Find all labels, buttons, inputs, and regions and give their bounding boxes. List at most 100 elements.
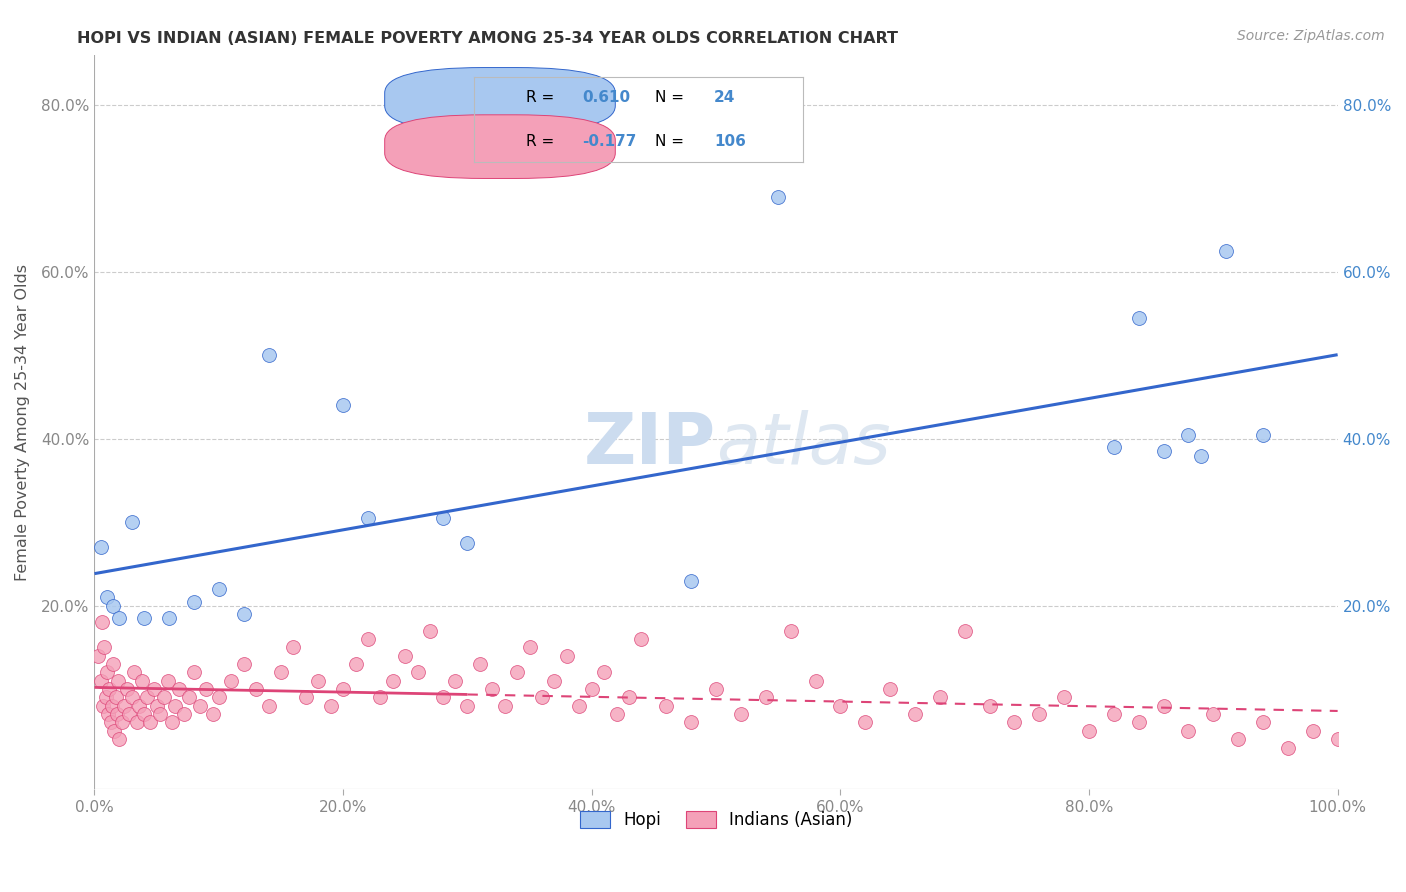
Point [97, 707, 120, 722]
Point [468, 657, 491, 671]
Point [208, 690, 231, 705]
Point [617, 690, 640, 705]
Point [183, 594, 205, 608]
Point [188, 698, 211, 713]
Point [928, 690, 950, 705]
Point [655, 698, 678, 713]
Point [755, 690, 778, 705]
Point [103, 723, 125, 738]
Point [105, 707, 128, 722]
Point [108, 611, 131, 625]
Point [432, 511, 454, 525]
Point [1128, 310, 1150, 325]
Point [1002, 715, 1025, 730]
Point [307, 673, 329, 688]
Point [381, 673, 404, 688]
Point [1177, 723, 1199, 738]
Point [779, 624, 801, 638]
Point [91, 698, 114, 713]
Point [1227, 732, 1250, 747]
Legend: Hopi, Indians (Asian): Hopi, Indians (Asian) [574, 805, 859, 836]
Point [1102, 440, 1125, 454]
Point [139, 715, 162, 730]
Point [456, 698, 478, 713]
Point [134, 707, 156, 722]
Point [112, 698, 135, 713]
Point [98, 682, 121, 697]
Point [1102, 707, 1125, 722]
Point [581, 682, 603, 697]
Point [1053, 690, 1076, 705]
Point [1189, 449, 1212, 463]
Point [101, 657, 124, 671]
Point [93, 640, 115, 655]
Point [270, 665, 292, 680]
Point [1128, 715, 1150, 730]
Y-axis label: Female Poverty Among 25-34 Year Olds: Female Poverty Among 25-34 Year Olds [15, 264, 30, 581]
Point [101, 599, 124, 613]
Point [681, 715, 703, 730]
Point [257, 698, 280, 713]
Point [118, 707, 141, 722]
Point [90, 541, 112, 555]
Point [494, 698, 516, 713]
Point [134, 611, 156, 625]
Point [104, 690, 127, 705]
Point [195, 682, 218, 697]
Point [115, 682, 138, 697]
Point [1277, 740, 1299, 755]
Point [165, 698, 187, 713]
Point [128, 698, 150, 713]
Point [111, 715, 134, 730]
Point [357, 632, 380, 646]
Point [606, 707, 628, 722]
Point [157, 611, 180, 625]
Point [419, 624, 441, 638]
Point [1215, 244, 1237, 259]
Point [122, 665, 145, 680]
Point [201, 707, 224, 722]
Point [90, 615, 112, 630]
Point [506, 665, 529, 680]
Point [173, 707, 195, 722]
Point [730, 707, 752, 722]
Point [90, 673, 112, 688]
Point [1078, 723, 1101, 738]
Point [593, 665, 616, 680]
Point [96, 665, 118, 680]
Point [1028, 707, 1050, 722]
Point [555, 648, 578, 663]
Point [107, 673, 129, 688]
Point [681, 574, 703, 588]
Point [406, 665, 429, 680]
Point [953, 624, 976, 638]
Point [879, 682, 901, 697]
Point [167, 682, 190, 697]
Point [1302, 723, 1324, 738]
Point [94, 690, 117, 705]
Point [904, 707, 927, 722]
Point [108, 732, 131, 747]
Point [156, 673, 179, 688]
Point [101, 698, 124, 713]
Point [543, 673, 565, 688]
Point [1251, 427, 1274, 442]
Text: atlas: atlas [716, 409, 890, 479]
Point [481, 682, 503, 697]
Text: Source: ZipAtlas.com: Source: ZipAtlas.com [1237, 29, 1385, 43]
Point [344, 657, 367, 671]
Point [283, 640, 305, 655]
Point [245, 682, 267, 697]
Point [630, 632, 652, 646]
Point [121, 690, 143, 705]
Point [1202, 707, 1225, 722]
Point [1153, 444, 1175, 458]
Point [177, 690, 200, 705]
Point [153, 690, 176, 705]
Point [853, 715, 876, 730]
Point [208, 582, 231, 596]
Point [100, 715, 122, 730]
Point [1177, 427, 1199, 442]
Point [232, 607, 254, 621]
Point [319, 698, 342, 713]
